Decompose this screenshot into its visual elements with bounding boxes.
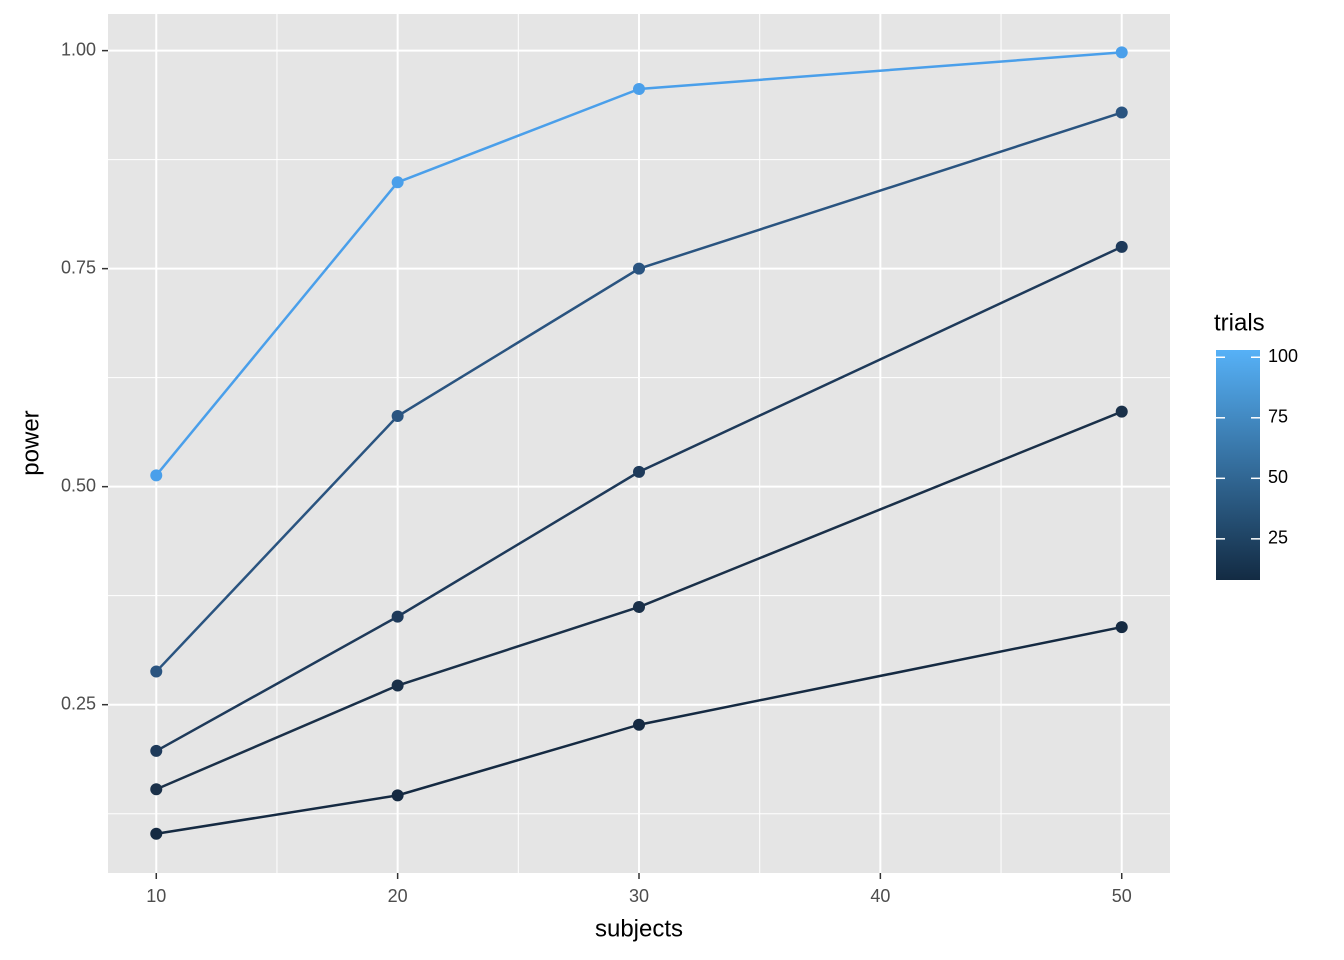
data-point: [633, 718, 645, 731]
data-point: [150, 665, 163, 678]
data-point: [150, 469, 163, 482]
data-point: [1115, 46, 1128, 59]
colorbar: [1216, 350, 1260, 580]
x-axis-title: subjects: [595, 915, 683, 942]
data-point: [1115, 405, 1128, 418]
data-point: [1115, 106, 1128, 119]
series-line: [155, 111, 1123, 673]
x-tick-label: 10: [146, 886, 166, 906]
data-point: [1115, 621, 1128, 634]
series-line: [155, 51, 1122, 477]
data-point: [150, 827, 163, 840]
colorbar-label: 25: [1268, 528, 1288, 548]
data-point: [1115, 240, 1128, 253]
data-point: [633, 262, 645, 275]
data-point: [391, 679, 404, 692]
data-point: [391, 610, 404, 623]
x-tick-label: 40: [870, 886, 890, 906]
colorbar-label: 100: [1268, 346, 1298, 366]
data-point: [150, 783, 163, 796]
colorbar-label: 75: [1268, 407, 1288, 427]
data-point: [391, 410, 404, 423]
y-tick-label: 0.75: [61, 257, 96, 277]
legend-title: trials: [1214, 309, 1265, 336]
series-line: [155, 245, 1123, 753]
x-tick-label: 50: [1112, 886, 1132, 906]
data-point: [391, 789, 404, 802]
x-tick-label: 30: [629, 886, 649, 906]
data-point: [633, 465, 645, 478]
y-tick-label: 0.50: [61, 475, 96, 495]
data-point: [633, 601, 645, 614]
y-tick-label: 0.25: [61, 693, 96, 713]
data-point: [633, 82, 645, 95]
y-tick-label: 1.00: [61, 39, 96, 59]
x-tick-label: 20: [388, 886, 408, 906]
data-point: [391, 176, 404, 189]
series-line: [155, 410, 1123, 791]
data-point: [150, 744, 163, 757]
colorbar-label: 50: [1268, 467, 1288, 487]
y-axis-title: power: [17, 410, 44, 475]
series-line: [156, 625, 1122, 835]
